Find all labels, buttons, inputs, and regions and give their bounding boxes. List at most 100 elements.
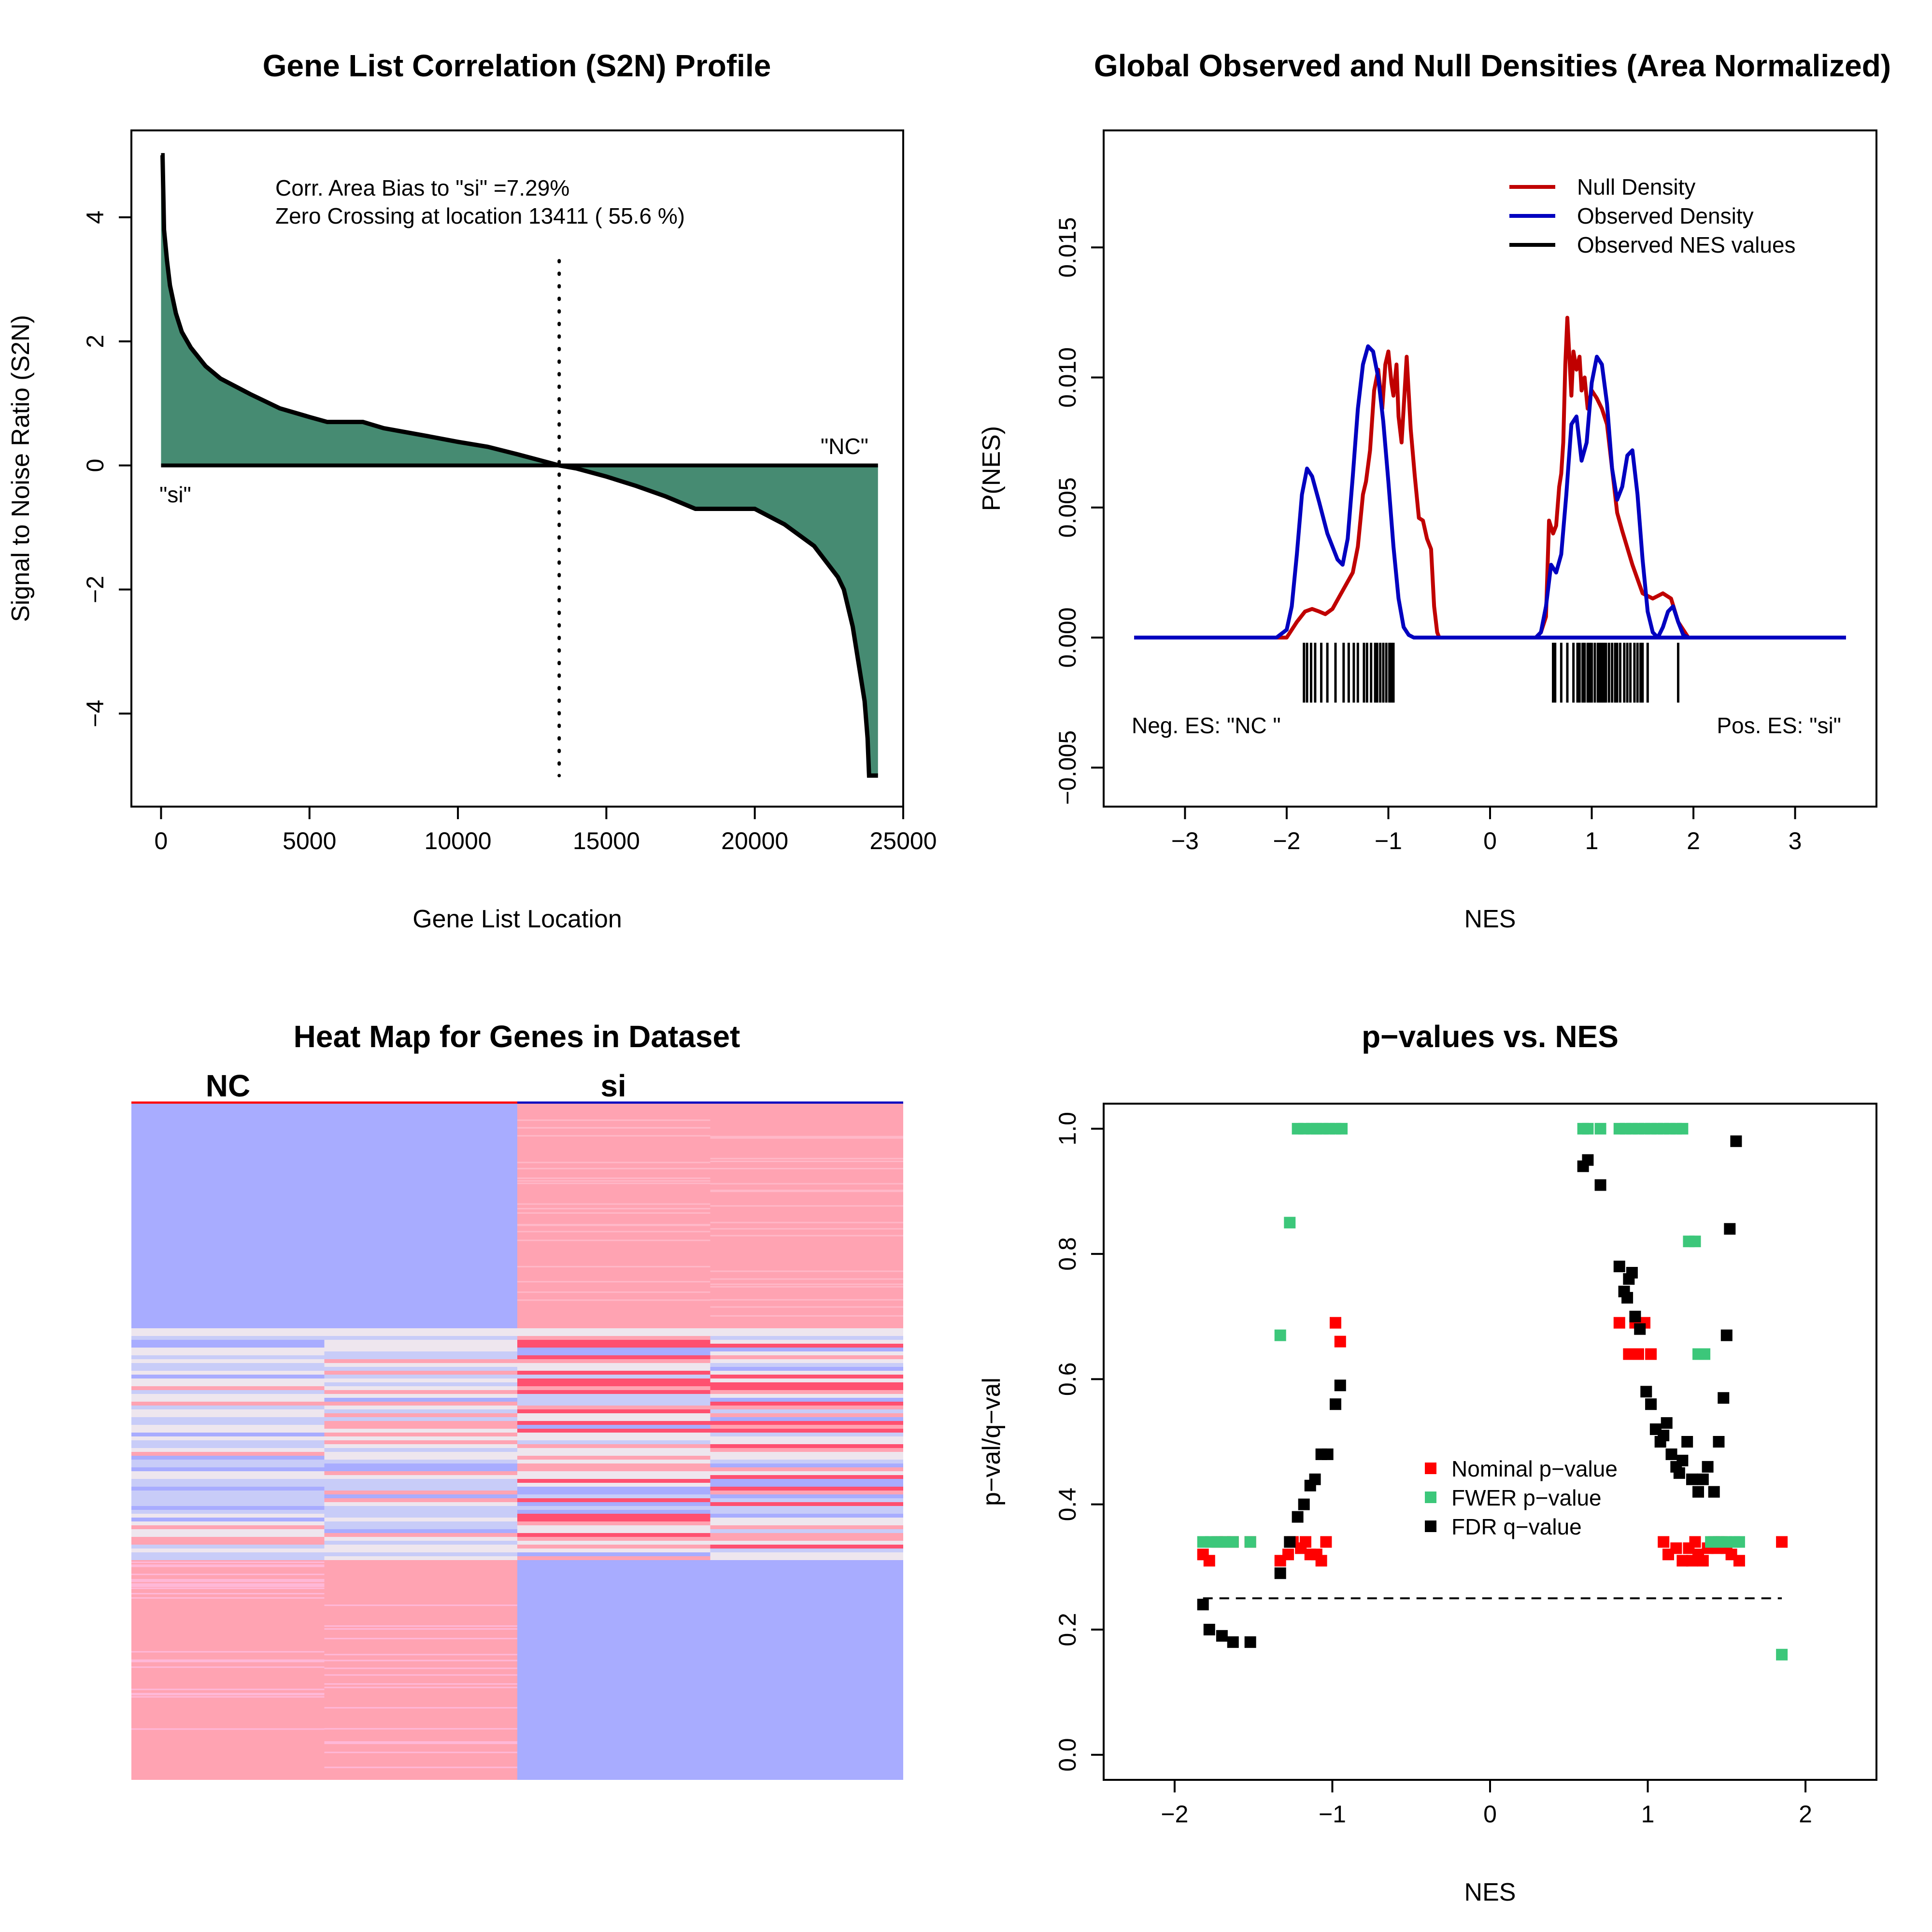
heatmap-cell (131, 1502, 325, 1506)
heatmap-cell (710, 1299, 903, 1301)
heatmap-cell (517, 1203, 710, 1205)
fdr-point (1665, 1448, 1677, 1460)
densities-lines-layer (1134, 315, 1846, 703)
pvalues-plot-frame (1103, 1103, 1877, 1781)
heatmap-cell (324, 1425, 517, 1429)
heatmap-cell (131, 1494, 325, 1498)
heatmap-cell (324, 1479, 517, 1483)
fwer-point (1699, 1348, 1711, 1360)
heatmap-cell (517, 1518, 710, 1521)
heatmap-cell (710, 1190, 903, 1192)
heatmap-cell (131, 1693, 325, 1695)
heatmap-class-nc: NC (206, 1068, 250, 1103)
densities-title: Global Observed and Null Densities (Area… (1094, 48, 1891, 83)
heatmap-cell (131, 1525, 325, 1529)
fwer-point (1216, 1536, 1228, 1548)
heatmap-cell (131, 1348, 325, 1351)
heatmap-cell (324, 1394, 517, 1398)
nominal-point (1658, 1536, 1670, 1548)
nominal-point (1645, 1348, 1657, 1360)
heatmap-cell (710, 1382, 903, 1386)
nominal-point (1776, 1536, 1788, 1548)
fdr-point (1334, 1379, 1346, 1392)
heatmap-cell (517, 1552, 710, 1556)
heatmap-cell (324, 1433, 517, 1436)
heatmap-cell (324, 1429, 517, 1433)
heatmap-title: Heat Map for Genes in Dataset (294, 1019, 740, 1054)
nominal-point (1334, 1335, 1346, 1348)
heatmap-cell (324, 1487, 517, 1491)
fdr-point (1720, 1329, 1733, 1341)
heatmap-cell (517, 1467, 710, 1471)
heatmap-cell (517, 1378, 710, 1382)
heatmap-cell (131, 1564, 325, 1566)
fwer-point (1776, 1648, 1788, 1661)
heatmap-cell (324, 1494, 517, 1498)
heatmap-cell (710, 1286, 903, 1288)
heatmap-cell (131, 1541, 325, 1545)
heatmap-cell (131, 1340, 325, 1344)
pvalues-xtick-label: −2 (1161, 1801, 1188, 1828)
heatmap-cell (710, 1456, 903, 1460)
heatmap-cell (324, 1533, 517, 1537)
heatmap-cell (324, 1375, 517, 1378)
pvalues-xtick-label: 2 (1799, 1801, 1812, 1828)
heatmap-cell (324, 1674, 517, 1676)
pvalues-xtick-label: 1 (1641, 1801, 1655, 1828)
heatmap-cell (131, 1584, 325, 1586)
heatmap-cell (324, 1104, 517, 1328)
heatmap-cell (517, 1409, 710, 1413)
heatmap-cell (517, 1104, 710, 1328)
heatmap-cell (710, 1479, 903, 1483)
heatmap-cell (710, 1228, 903, 1230)
heatmap-cell (517, 1452, 710, 1456)
s2n-ytick-label: −2 (82, 576, 109, 603)
heatmap-cell (131, 1562, 325, 1563)
fdr-point (1309, 1473, 1321, 1485)
fdr-point (1713, 1436, 1725, 1448)
s2n-bias-annotation: Corr. Area Bias to "si" =7.29% (275, 175, 569, 200)
heatmap-cell (517, 1498, 710, 1502)
heatmap-cell (131, 1344, 325, 1348)
heatmap-cell (131, 1421, 325, 1425)
pvalues-ytick-label: 0.0 (1054, 1738, 1081, 1772)
heatmap-cell (517, 1177, 710, 1179)
heatmap-cell (710, 1348, 903, 1351)
heatmap-cell (517, 1494, 710, 1498)
heatmap-cell (710, 1494, 903, 1498)
heatmap-cell (324, 1328, 517, 1332)
heatmap-cell (710, 1545, 903, 1548)
heatmap-cell (324, 1340, 517, 1344)
heatmap-cell (710, 1537, 903, 1541)
nominal-point (1282, 1548, 1294, 1561)
s2n-ytick-label: 0 (82, 459, 109, 472)
densities-pos-label: Pos. ES: "si" (1717, 713, 1841, 738)
heatmap-cell (517, 1355, 710, 1359)
fwer-point (1582, 1122, 1594, 1135)
heatmap-cell (131, 1390, 325, 1394)
heatmap-cell (517, 1291, 710, 1293)
heatmap-cell (710, 1506, 903, 1510)
s2n-zero-crossing-annotation: Zero Crossing at location 13411 ( 55.6 %… (275, 203, 685, 228)
heatmap-cell (517, 1180, 710, 1182)
nominal-point (1632, 1348, 1644, 1360)
heatmap-cell (517, 1487, 710, 1491)
heatmap-cell (517, 1402, 710, 1406)
heatmap-cell (324, 1390, 517, 1394)
s2n-si-label: "si" (159, 482, 191, 507)
fwer-point (1274, 1329, 1286, 1341)
heatmap-cell (710, 1557, 903, 1780)
heatmap-cell (324, 1518, 517, 1521)
heatmap-cell (324, 1502, 517, 1506)
heatmap-cell (131, 1529, 325, 1533)
heatmap-cell (517, 1336, 710, 1340)
heatmap-cell (710, 1315, 903, 1317)
heatmap-cell (710, 1375, 903, 1378)
heatmap-cell (131, 1398, 325, 1402)
heatmap-cell (131, 1479, 325, 1483)
heatmap-cell (324, 1683, 517, 1685)
heatmap-cell (517, 1162, 710, 1164)
heatmap-cell (131, 1651, 325, 1653)
fwer-point (1244, 1536, 1256, 1548)
